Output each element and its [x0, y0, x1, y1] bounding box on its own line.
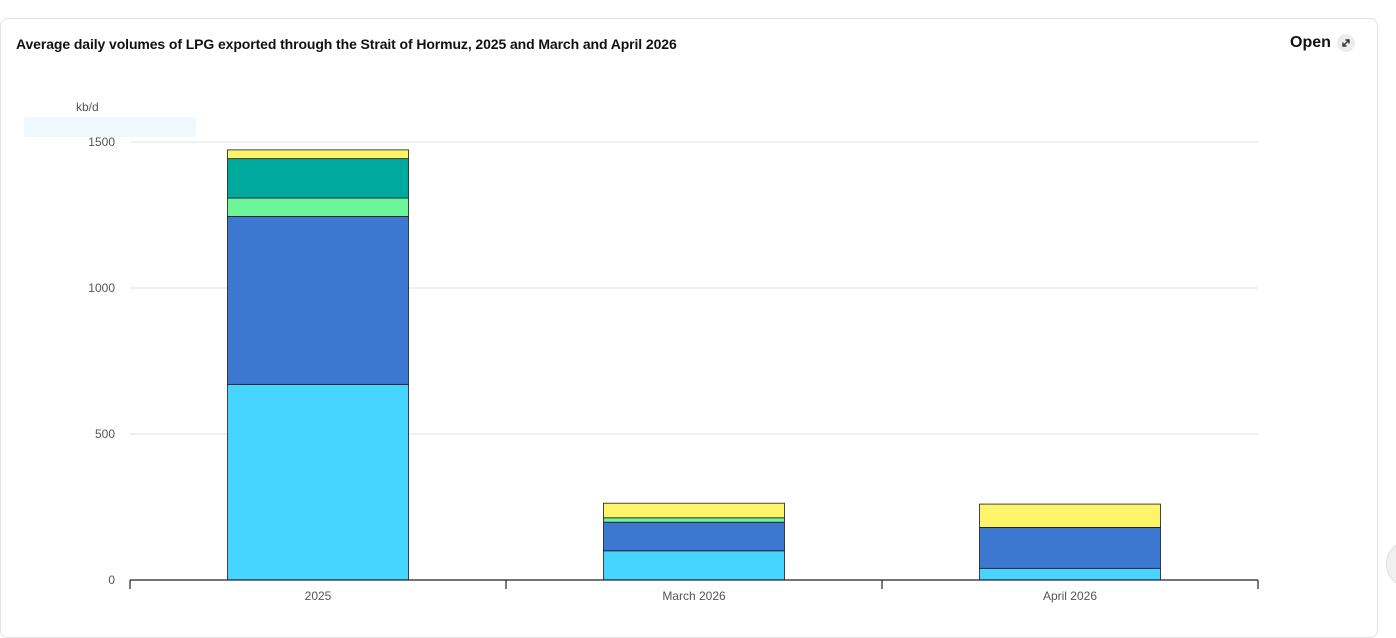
open-button-label: Open: [1290, 34, 1331, 51]
x-tick-label-2: April 2026: [1043, 589, 1097, 603]
snip-overlay: [24, 117, 196, 137]
bar-segment-0-3: [227, 158, 409, 199]
bar-segment-1-4: [603, 502, 785, 519]
bar-segment-2-1: [979, 527, 1161, 569]
bar-segment-0-2: [227, 197, 409, 217]
external-expand-icon: [1336, 34, 1355, 52]
x-tick-label-1: March 2026: [662, 589, 726, 603]
bar-segment-0-1: [227, 216, 409, 385]
y-tick-label-500: 500: [95, 427, 115, 441]
y-tick-label-1000: 1000: [88, 281, 115, 295]
y-tick-label-0: 0: [108, 573, 115, 587]
y-tick-label-1500: 1500: [88, 135, 115, 149]
x-tick-label-0: 2025: [305, 589, 332, 603]
bar-segment-2-0: [979, 567, 1161, 581]
axes: 0 500 1000 1500 2025 March 2026 April 2026: [88, 135, 1259, 603]
bar-segment-1-2: [603, 517, 785, 523]
bar-segment-1-1: [603, 521, 785, 552]
bar-segment-1-0: [603, 550, 785, 581]
bar-segment-0-4: [227, 149, 409, 160]
bars: [227, 149, 1161, 581]
bar-segment-0-0: [227, 383, 409, 581]
y-axis-unit-label: kb/d: [76, 100, 99, 114]
chart-title: Average daily volumes of LPG exported th…: [16, 36, 677, 52]
bar-segment-2-4: [979, 503, 1161, 528]
open-button[interactable]: Open: [1290, 34, 1355, 52]
